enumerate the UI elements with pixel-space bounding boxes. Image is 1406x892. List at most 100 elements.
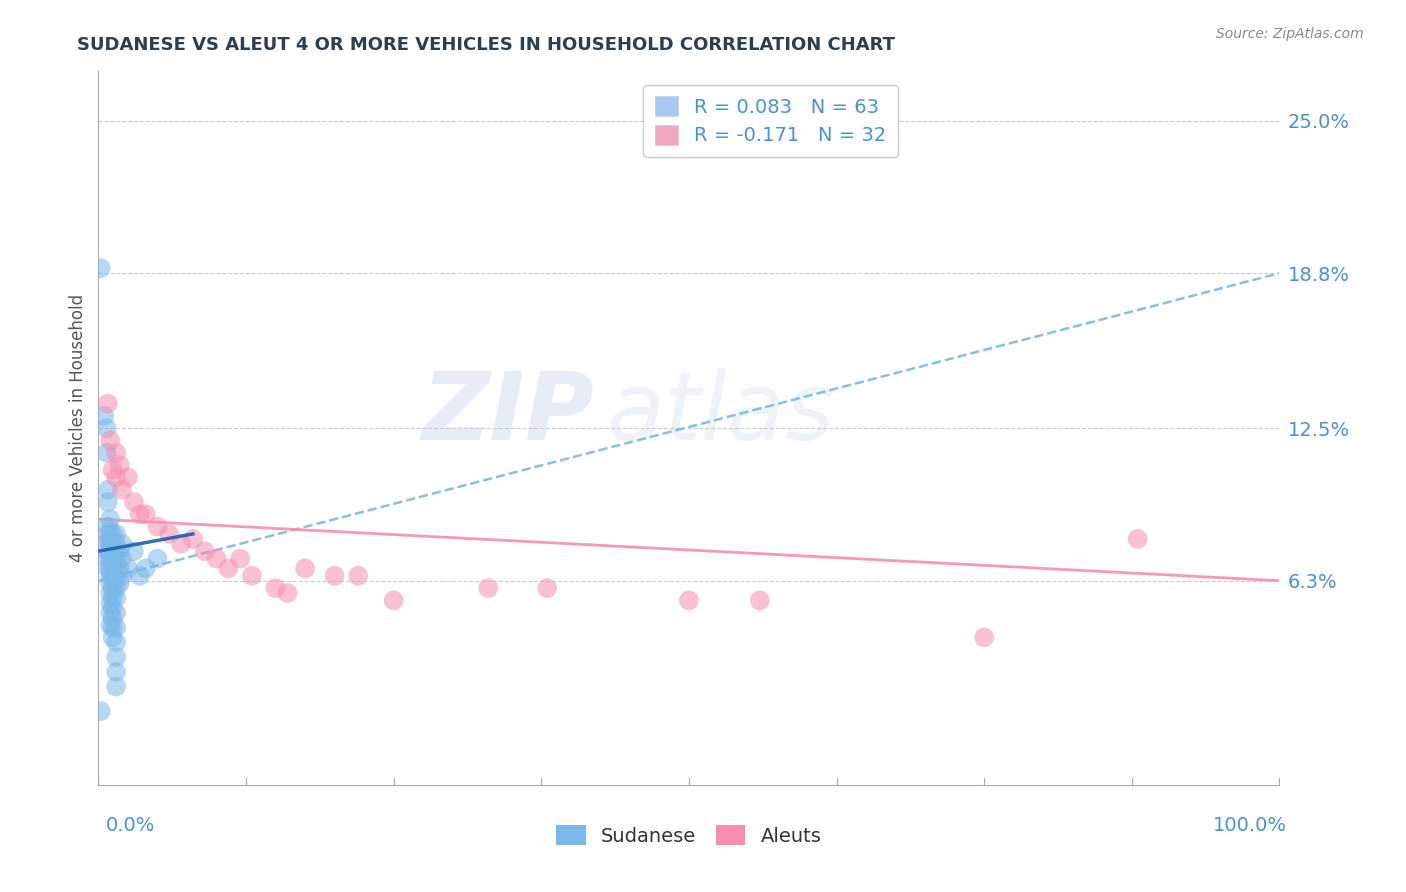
Point — [105, 527, 128, 541]
Point — [108, 458, 131, 472]
Point — [98, 434, 121, 448]
Point — [111, 569, 134, 583]
Point — [93, 409, 115, 423]
Point — [105, 620, 128, 634]
Legend: Sudanese, Aleuts: Sudanese, Aleuts — [548, 818, 830, 854]
Point — [101, 630, 124, 644]
Point — [90, 261, 112, 276]
Point — [111, 537, 134, 551]
Point — [101, 591, 124, 605]
Point — [97, 544, 120, 558]
Point — [323, 569, 346, 583]
Point — [108, 576, 131, 591]
Point — [98, 534, 121, 549]
Point — [229, 551, 252, 566]
Point — [477, 581, 499, 595]
Point — [101, 600, 124, 615]
Point — [101, 544, 124, 558]
Point — [105, 635, 128, 649]
Point — [181, 532, 204, 546]
Point — [105, 665, 128, 679]
Point — [105, 470, 128, 484]
Point — [97, 495, 120, 509]
Point — [217, 561, 239, 575]
Point — [98, 576, 121, 591]
Point — [135, 508, 157, 522]
Point — [98, 618, 121, 632]
Point — [101, 537, 124, 551]
Point — [97, 396, 120, 410]
Point — [101, 571, 124, 585]
Point — [105, 680, 128, 694]
Point — [97, 483, 120, 497]
Point — [264, 581, 287, 595]
Text: ZIP: ZIP — [422, 368, 595, 460]
Point — [101, 463, 124, 477]
Text: Source: ZipAtlas.com: Source: ZipAtlas.com — [1216, 27, 1364, 41]
Point — [382, 593, 405, 607]
Point — [128, 569, 150, 583]
Point — [98, 534, 121, 549]
Point — [240, 569, 263, 583]
Point — [117, 470, 139, 484]
Point — [101, 620, 124, 634]
Point — [146, 519, 169, 533]
Point — [294, 561, 316, 575]
Point — [105, 571, 128, 585]
Point — [98, 586, 121, 600]
Point — [108, 561, 131, 575]
Point — [170, 537, 193, 551]
Point — [157, 527, 180, 541]
Point — [678, 593, 700, 607]
Point — [973, 630, 995, 644]
Point — [98, 596, 121, 610]
Point — [105, 581, 128, 595]
Point — [105, 606, 128, 620]
Point — [97, 527, 120, 541]
Point — [111, 551, 134, 566]
Text: SUDANESE VS ALEUT 4 OR MORE VEHICLES IN HOUSEHOLD CORRELATION CHART: SUDANESE VS ALEUT 4 OR MORE VEHICLES IN … — [77, 36, 896, 54]
Point — [98, 606, 121, 620]
Point — [98, 561, 121, 575]
Point — [98, 544, 121, 558]
Point — [105, 537, 128, 551]
Point — [128, 508, 150, 522]
Point — [101, 610, 124, 624]
Point — [96, 421, 118, 435]
Point — [122, 544, 145, 558]
Point — [347, 569, 370, 583]
Point — [105, 591, 128, 605]
Point — [122, 495, 145, 509]
Point — [97, 534, 120, 549]
Point — [194, 544, 217, 558]
Point — [536, 581, 558, 595]
Point — [98, 524, 121, 539]
Point — [146, 551, 169, 566]
Point — [205, 551, 228, 566]
Point — [97, 551, 120, 566]
Point — [98, 551, 121, 566]
Point — [101, 551, 124, 566]
Point — [105, 446, 128, 460]
Point — [1126, 532, 1149, 546]
Text: 0.0%: 0.0% — [105, 816, 155, 835]
Point — [105, 650, 128, 665]
Point — [108, 544, 131, 558]
Point — [105, 544, 128, 558]
Point — [111, 483, 134, 497]
Point — [90, 704, 112, 718]
Text: 100.0%: 100.0% — [1212, 816, 1286, 835]
Point — [98, 512, 121, 526]
Point — [117, 561, 139, 575]
Point — [105, 561, 128, 575]
Point — [276, 586, 298, 600]
Point — [96, 446, 118, 460]
Y-axis label: 4 or more Vehicles in Household: 4 or more Vehicles in Household — [69, 294, 87, 562]
Point — [105, 551, 128, 566]
Point — [748, 593, 770, 607]
Point — [97, 519, 120, 533]
Point — [101, 581, 124, 595]
Point — [101, 561, 124, 575]
Point — [98, 569, 121, 583]
Point — [135, 561, 157, 575]
